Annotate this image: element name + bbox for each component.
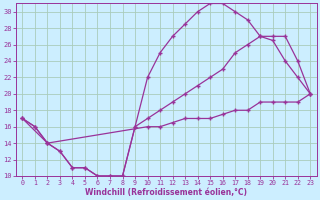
X-axis label: Windchill (Refroidissement éolien,°C): Windchill (Refroidissement éolien,°C) — [85, 188, 247, 197]
